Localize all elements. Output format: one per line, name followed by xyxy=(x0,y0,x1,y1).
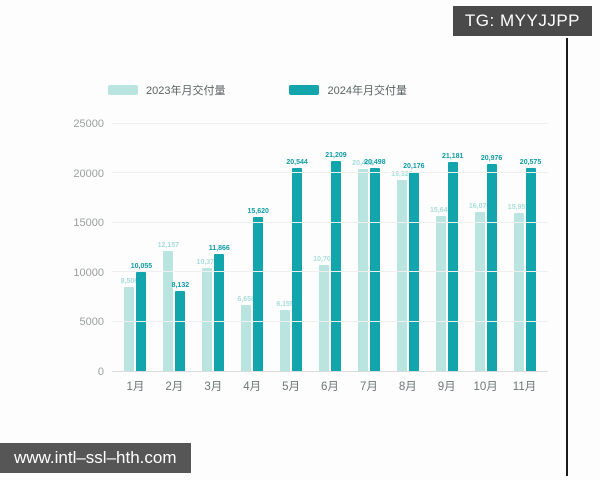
y-tick-label: 10000 xyxy=(73,266,104,279)
x-tick-label: 2月 xyxy=(165,381,184,393)
x-tick-label: 10月 xyxy=(473,381,498,393)
website-watermark-badge: www.intl–ssl–hth.com xyxy=(0,443,191,473)
telegram-watermark-badge: TG: MYYJJPP xyxy=(452,6,592,36)
y-tick-label: 25000 xyxy=(73,118,104,130)
bar-2024-month-3: 11,866 xyxy=(209,245,230,371)
bar-2023-month-10: 16,074 xyxy=(469,203,490,371)
gridline xyxy=(112,123,548,124)
bar-group-month-2: 12,157 8,132 xyxy=(155,124,194,371)
bar-group-month-10: 16,074 20,976 xyxy=(466,124,505,371)
bar-value-label: 21,181 xyxy=(441,152,464,160)
bar-value-label: 20,462 xyxy=(352,159,374,167)
bar-group-month-11: 15,959 20,575 xyxy=(505,124,544,371)
bar-value-label: 10,378 xyxy=(196,259,218,267)
bar-group-month-7: 20,462 20,498 xyxy=(349,124,388,371)
bar-2023-month-9: 15,641 xyxy=(430,207,451,371)
bar-group-month-8: 19,329 20,176 xyxy=(388,124,427,371)
bar-value-label: 20,575 xyxy=(519,158,542,166)
legend-item-2023: 2023年月交付量 xyxy=(108,82,225,98)
bar-2023-month-4: 6,658 xyxy=(237,296,255,371)
bar-2024-month-5: 20,544 xyxy=(286,159,308,371)
bar-group-month-4: 6,658 15,620 xyxy=(233,124,272,371)
monthly-delivery-bar-chart: 2023年月交付量 2024年月交付量 0 5000 10000 15000 20000… xyxy=(66,82,548,394)
bar-value-label: 20,498 xyxy=(364,159,386,167)
bar-2023-month-6: 10,707 xyxy=(313,256,335,371)
legend-label-2023: 2023年月交付量 xyxy=(146,85,226,97)
bar-2024-month-9: 21,181 xyxy=(442,153,463,371)
gridline xyxy=(112,221,548,223)
bar-2024-month-2: 8,132 xyxy=(172,282,189,371)
bar-2023-month-7: 20,462 xyxy=(352,160,374,371)
x-tick-label: 1月 xyxy=(126,381,145,393)
bar-value-label: 12,157 xyxy=(157,241,180,249)
bar-2024-month-4: 15,620 xyxy=(247,208,269,371)
legend-swatch-2024 xyxy=(289,85,320,95)
bar-value-label: 15,959 xyxy=(507,204,530,212)
x-tick-label: 8月 xyxy=(398,381,417,393)
x-tick-label: 5月 xyxy=(282,381,301,393)
bar-2024-month-7: 20,498 xyxy=(364,159,386,371)
x-tick-label: 4月 xyxy=(243,381,262,393)
bar-2023-month-1: 8,506 xyxy=(121,278,138,371)
bar-group-month-1: 8,506 10,055 xyxy=(116,124,155,371)
bar-value-label: 8,506 xyxy=(120,277,139,285)
bar-2023-month-5: 6,155 xyxy=(276,301,294,371)
bar-value-label: 15,620 xyxy=(247,207,269,215)
bars-container: 8,506 10,055 12,157 8,132 10,378 11,866 6,658 1… xyxy=(112,124,548,371)
bar-value-label: 10,055 xyxy=(130,262,153,270)
bar-group-month-5: 6,155 20,544 xyxy=(272,124,311,371)
vertical-divider-line xyxy=(566,38,568,476)
bar-2023-month-8: 19,329 xyxy=(391,171,413,371)
y-tick-label: 0 xyxy=(97,366,104,378)
bar-value-label: 11,866 xyxy=(208,244,230,252)
y-tick-label: 20000 xyxy=(73,167,104,180)
x-axis: 1月 2月 3月 4月 5月 6月 7月 8月 9月 10月 11月 xyxy=(112,378,548,394)
plot-row: 0 5000 10000 15000 20000 25000 8,506 10,055 12,… xyxy=(66,118,548,378)
bar-2024-month-11: 20,575 xyxy=(520,159,541,371)
chart-legend: 2023年月交付量 2024年月交付量 xyxy=(66,82,548,98)
bar-value-label: 6,658 xyxy=(237,296,255,304)
gridline xyxy=(112,271,548,273)
legend-swatch-2023 xyxy=(108,85,138,95)
bar-group-month-3: 10,378 11,866 xyxy=(194,124,233,371)
x-tick-label: 11月 xyxy=(512,381,537,393)
y-tick-label: 15000 xyxy=(73,217,104,230)
bar-group-month-6: 10,707 21,209 xyxy=(311,124,350,371)
plot-area: 8,506 10,055 12,157 8,132 10,378 11,866 6,658 1… xyxy=(112,123,548,372)
y-axis: 0 5000 10000 15000 20000 25000 xyxy=(66,118,112,378)
gridline xyxy=(112,172,548,174)
bar-2024-month-6: 21,209 xyxy=(325,152,347,371)
legend-label-2024: 2024年月交付量 xyxy=(327,85,407,97)
bar-value-label: 8,132 xyxy=(171,281,190,289)
bar-value-label: 20,176 xyxy=(403,162,425,170)
bar-value-label: 19,329 xyxy=(391,171,413,179)
bar-group-month-9: 15,641 21,181 xyxy=(427,124,466,371)
x-tick-label: 6月 xyxy=(321,381,339,393)
x-tick-label: 7月 xyxy=(359,381,378,393)
bar-value-label: 21,209 xyxy=(325,152,347,160)
bar-value-label: 15,641 xyxy=(429,207,452,215)
bar-2023-month-3: 10,378 xyxy=(197,259,218,371)
bar-value-label: 10,707 xyxy=(313,256,335,264)
y-tick-label: 5000 xyxy=(79,316,104,329)
bar-2023-month-11: 15,959 xyxy=(508,204,529,371)
bar-value-label: 6,155 xyxy=(276,301,294,309)
x-tick-label: 3月 xyxy=(204,381,223,393)
bar-value-label: 20,976 xyxy=(480,154,503,162)
gridline xyxy=(112,320,548,322)
bar-2024-month-10: 20,976 xyxy=(481,155,502,371)
bar-value-label: 16,074 xyxy=(468,203,491,211)
x-tick-label: 9月 xyxy=(437,381,456,393)
bar-2023-month-2: 12,157 xyxy=(158,242,179,371)
bar-value-label: 20,544 xyxy=(286,159,308,167)
legend-item-2024: 2024年月交付量 xyxy=(289,82,407,98)
